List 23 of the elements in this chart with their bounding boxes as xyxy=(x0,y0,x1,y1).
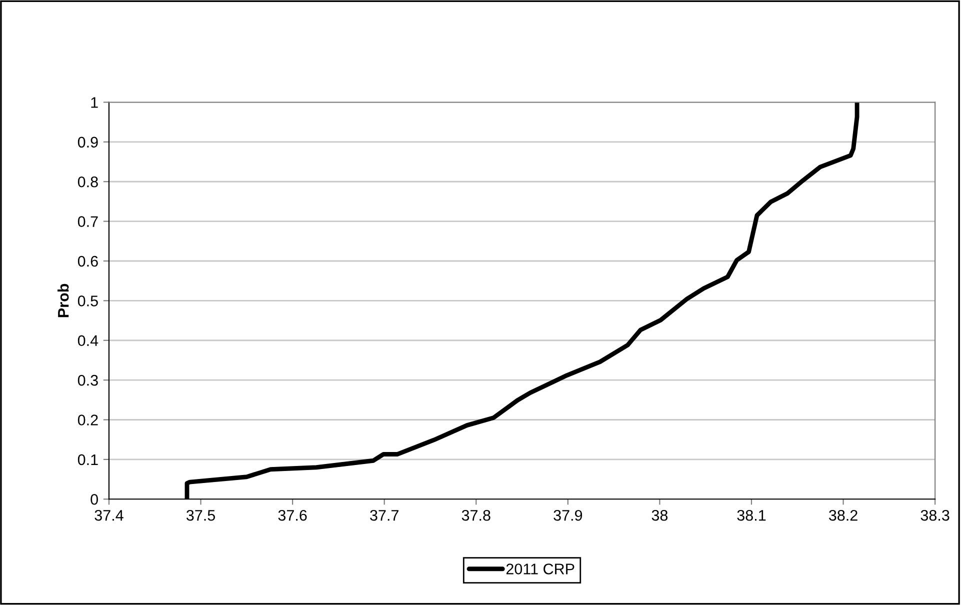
y-tick-label: 0.4 xyxy=(78,335,98,346)
x-tick-label: 38 xyxy=(652,510,668,521)
x-tick-label: 37.4 xyxy=(94,510,124,521)
y-tick-label: 0.9 xyxy=(78,136,98,148)
legend-label: 2011 CRP xyxy=(506,564,574,574)
y-tick-label: 0.7 xyxy=(78,216,98,227)
x-tick-label: 37.5 xyxy=(186,510,215,521)
y-tick-label: 1 xyxy=(91,97,98,108)
y-tick-label: 0.6 xyxy=(78,256,98,267)
x-tick-label: 37.8 xyxy=(462,510,490,521)
y-tick-label: 0.8 xyxy=(78,176,98,188)
x-tick-label: 38.3 xyxy=(920,510,950,521)
y-tick-label: 0.3 xyxy=(78,374,98,386)
y-axis-title: Prob xyxy=(58,284,69,318)
x-tick-label: 37.9 xyxy=(554,510,582,521)
x-tick-label: 38.2 xyxy=(828,510,858,521)
y-tick-label: 0.2 xyxy=(78,414,98,426)
x-tick-label: 37.6 xyxy=(278,510,307,521)
x-tick-label: 37.7 xyxy=(370,510,398,521)
y-tick-label: 0.1 xyxy=(78,454,98,466)
y-tick-label: 0 xyxy=(90,494,98,505)
x-tick-label: 38.1 xyxy=(737,510,766,521)
y-tick-label: 0.5 xyxy=(78,296,98,306)
